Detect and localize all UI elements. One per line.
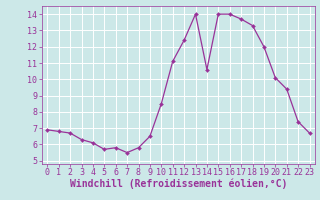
X-axis label: Windchill (Refroidissement éolien,°C): Windchill (Refroidissement éolien,°C): [70, 179, 287, 189]
